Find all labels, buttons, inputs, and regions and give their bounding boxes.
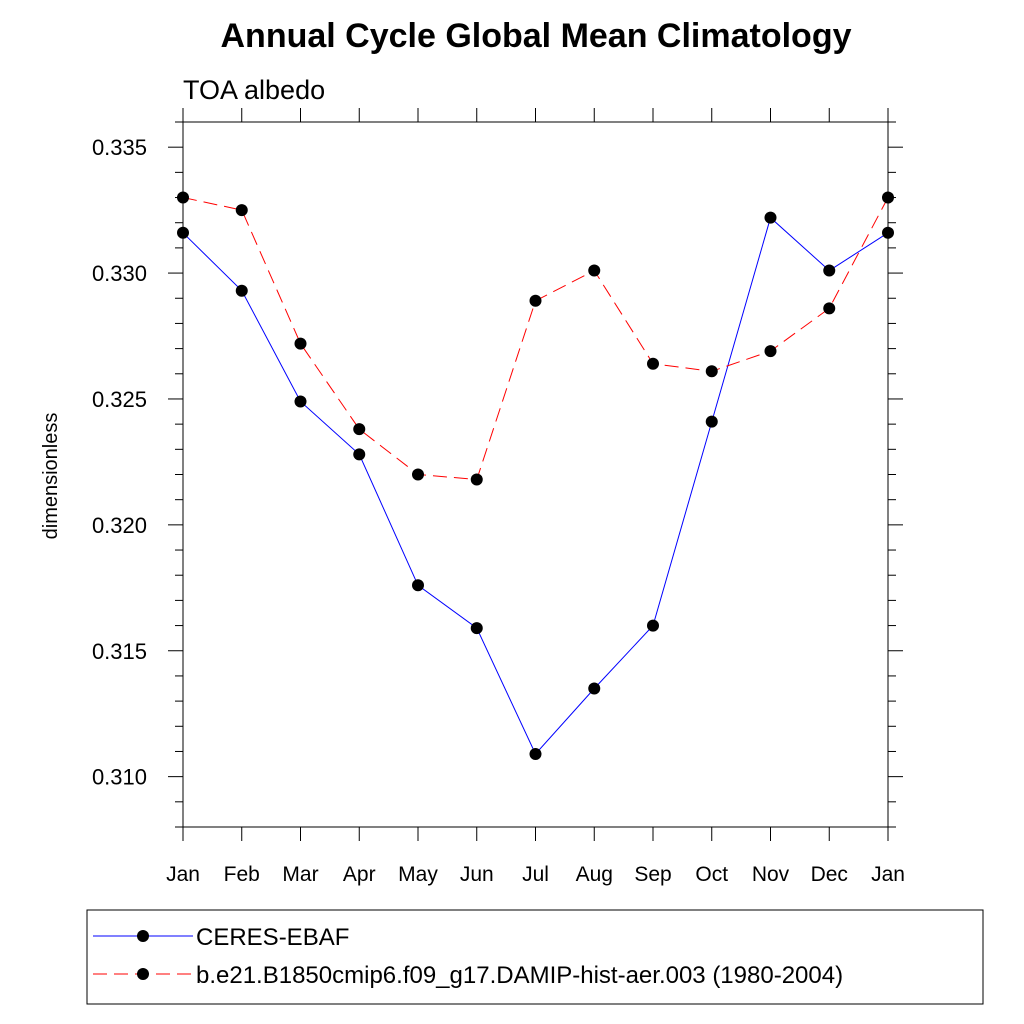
x-tick-label: Feb <box>224 863 260 886</box>
series-0-point <box>470 622 483 635</box>
series-1-point <box>353 423 366 436</box>
series-0-point <box>823 264 836 277</box>
legend: CERES-EBAF b.e21.B1850cmip6.f09_g17.DAMIP… <box>93 924 843 989</box>
series-1-point <box>647 357 659 370</box>
series-0-point <box>647 619 659 632</box>
x-axis-ticks: Jan Feb Mar Apr May Jun Jul Aug Sep Oct Nov Dec Jan <box>166 108 905 886</box>
legend-label-1: b.e21.B1850cmip6.f09_g17.DAMIP-hist-aer.… <box>196 962 843 989</box>
x-tick-label: Apr <box>343 863 376 886</box>
legend-marker-0 <box>137 930 149 942</box>
x-tick-label: Jan <box>166 863 200 886</box>
y-axis-ticks: 0.310 0.315 0.320 0.325 0.330 0.335 <box>92 121 903 828</box>
y-tick-label: 0.315 <box>92 639 147 664</box>
x-tick-label: Jan <box>871 863 905 886</box>
series-0-point <box>177 226 189 239</box>
x-tick-label: Jun <box>460 863 494 886</box>
x-tick-label: Oct <box>695 863 728 886</box>
y-tick-label: 0.325 <box>92 387 147 412</box>
chart-subtitle: TOA albedo <box>183 75 325 105</box>
y-tick-label: 0.335 <box>92 135 147 160</box>
series-0-point <box>529 747 542 760</box>
series-1-point <box>764 345 777 358</box>
x-tick-label: Jul <box>522 863 549 886</box>
series-line-1 <box>182 197 889 481</box>
series-0-point <box>705 415 718 428</box>
chart-title: Annual Cycle Global Mean Climatology <box>221 17 852 55</box>
series-1-point <box>529 294 542 307</box>
series-1-point <box>412 468 424 481</box>
legend-box <box>86 909 984 1005</box>
series-1-point <box>294 337 307 350</box>
x-tick-label: Aug <box>576 863 613 886</box>
series-1-point <box>588 264 601 277</box>
legend-label-0: CERES-EBAF <box>196 924 349 951</box>
series-1-point <box>235 204 248 217</box>
series-0-point <box>882 226 894 239</box>
x-tick-label: Nov <box>752 863 790 886</box>
series-0-point <box>353 448 366 461</box>
x-tick-label: Dec <box>811 863 848 886</box>
series-1-point <box>705 365 718 378</box>
series-1-point <box>470 473 483 486</box>
series-0-point <box>294 395 307 408</box>
series-0-point <box>588 682 601 695</box>
series-1-point <box>177 191 189 204</box>
x-tick-label: Mar <box>282 863 318 886</box>
series-1-point <box>882 191 894 204</box>
legend-marker-1 <box>137 968 149 980</box>
y-tick-label: 0.310 <box>92 765 147 790</box>
series-0-point <box>764 211 777 224</box>
series-0-point <box>235 284 248 297</box>
x-tick-label: May <box>398 863 438 886</box>
x-tick-label: Sep <box>634 863 671 886</box>
series-1-point <box>823 302 836 315</box>
y-tick-label: 0.330 <box>92 261 147 286</box>
y-axis-label: dimensionless <box>40 413 62 540</box>
data-series <box>177 191 894 760</box>
y-tick-label: 0.320 <box>92 513 147 538</box>
series-0-point <box>412 579 424 592</box>
